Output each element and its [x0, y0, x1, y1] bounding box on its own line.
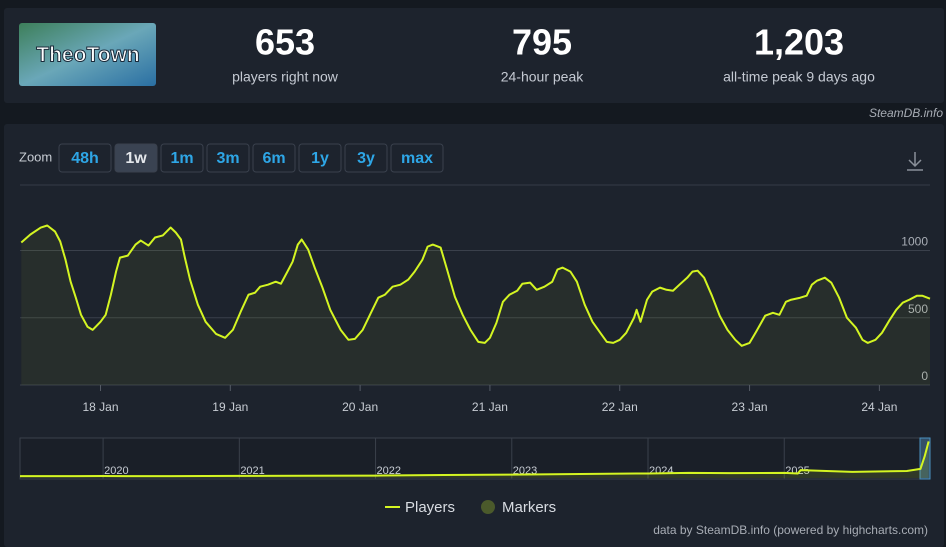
x-tick-label: 21 Jan	[472, 400, 508, 414]
stats: 653 players right now 795 24-hour peak 1,203…	[232, 22, 875, 85]
zoom-button[interactable]	[298, 143, 342, 173]
zoom-button[interactable]	[58, 143, 112, 173]
y-tick-label: 500	[908, 302, 928, 316]
x-tick-label: 19 Jan	[212, 400, 248, 414]
zoom-button-label[interactable]: 1y	[311, 150, 329, 167]
line	[20, 441, 930, 478]
stat-label: 24-hour peak	[501, 69, 585, 85]
zoom-button[interactable]	[344, 143, 388, 173]
zoom-button-label[interactable]: 6m	[262, 150, 285, 167]
x-tick-label: 24 Jan	[861, 400, 897, 414]
zoom-button-label[interactable]: 1w	[125, 150, 147, 167]
area	[20, 441, 929, 478]
legend-entry[interactable]: Players	[405, 499, 455, 516]
x-tick-label: 20 Jan	[342, 400, 378, 414]
zoom-button[interactable]	[252, 143, 296, 173]
navigator-tick-label: 2022	[377, 465, 401, 477]
game-thumbnail	[19, 23, 156, 86]
zoom-button-label[interactable]: 1m	[170, 150, 193, 167]
stat-value: 653	[255, 22, 315, 63]
navigator-tick-label: 2020	[104, 465, 128, 477]
y-tick-label: 0	[921, 369, 928, 383]
zoom-button[interactable]	[390, 143, 444, 173]
stat-value: 795	[512, 22, 572, 63]
line	[20, 224, 931, 347]
stat-label: all-time peak 9 days ago	[723, 69, 875, 85]
zoom-button-label[interactable]: 3m	[216, 150, 239, 167]
zoom-button[interactable]	[160, 143, 204, 173]
legend-symbol	[481, 500, 495, 514]
header-panel	[4, 8, 944, 103]
source: SteamDB.info	[869, 106, 943, 120]
download-icon[interactable]	[907, 152, 923, 171]
stat-value: 1,203	[754, 22, 844, 63]
zoom-button-label[interactable]: max	[401, 150, 433, 167]
zoom-button-label[interactable]: 3y	[357, 150, 375, 167]
zoom-button[interactable]	[114, 143, 158, 173]
footer: data by SteamDB.info (powered by highcha…	[653, 523, 928, 537]
zoom-label: Zoom	[19, 149, 52, 164]
navigator-tick-label: 2021	[240, 465, 264, 477]
game-name: TheoTown	[36, 44, 139, 67]
x-tick-label: 23 Jan	[732, 400, 768, 414]
stat-label: players right now	[232, 69, 339, 85]
x-tick-label: 22 Jan	[602, 400, 638, 414]
legend-entry[interactable]: Markers	[502, 499, 556, 516]
x-tick-label: 18 Jan	[82, 400, 118, 414]
zoom-button-label[interactable]: 48h	[71, 150, 99, 167]
zoom-button[interactable]	[206, 143, 250, 173]
area	[21, 225, 930, 385]
y-tick-label: 1000	[901, 235, 928, 249]
